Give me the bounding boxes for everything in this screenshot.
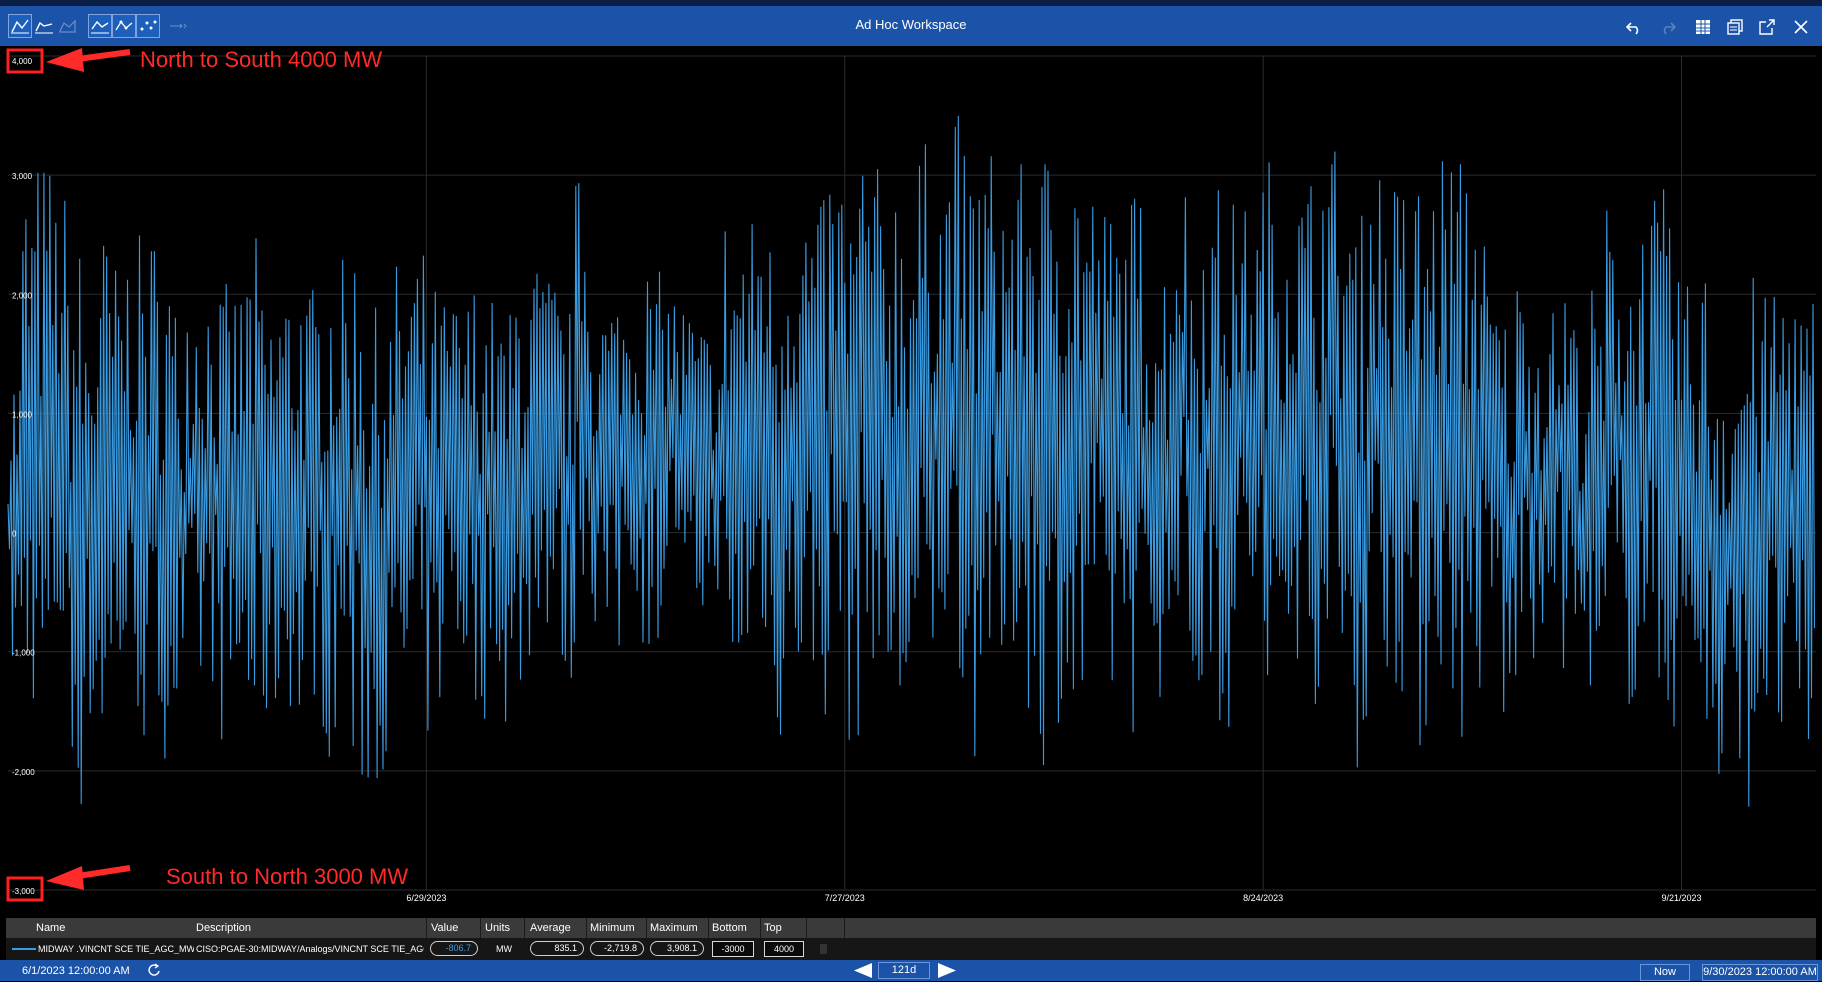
y-tick-label: -2,000 <box>12 768 35 777</box>
y-tick-label: -3,000 <box>12 887 35 896</box>
bottom-arrow-icon <box>46 866 84 890</box>
x-tick-label: 9/21/2023 <box>1661 893 1701 903</box>
series-midway-vincnt[interactable] <box>7 115 1816 807</box>
area-chart-icon[interactable] <box>56 14 80 38</box>
duration-field[interactable]: 121d <box>878 962 930 979</box>
header-maximum[interactable]: Maximum <box>650 922 698 934</box>
header-value[interactable]: Value <box>431 922 459 934</box>
time-navigation-bar: 6/1/2023 12:00:00 AM 121d Now 9/30/2023 … <box>0 960 1822 981</box>
bottom-limit-highlight <box>6 876 44 902</box>
line-points-icon[interactable] <box>112 14 136 38</box>
y-tick-label: 3,000 <box>12 172 33 181</box>
popout-icon[interactable] <box>1756 17 1778 37</box>
start-time[interactable]: 6/1/2023 12:00:00 AM <box>22 965 130 977</box>
row-minimum: -2,719.8 <box>590 941 644 956</box>
chart-area[interactable]: 4,000 3,000 2,000 1,000 0 -1,000 -2,000 -3,000 … <box>0 46 1822 918</box>
line-mode-icon[interactable] <box>88 14 112 38</box>
annotation-bottom: South to North 3000 MW <box>166 864 408 889</box>
y-tick-label: 0 <box>12 530 17 539</box>
x-tick-label: 6/29/2023 <box>406 893 446 903</box>
points-icon[interactable] <box>136 14 160 38</box>
header-average[interactable]: Average <box>530 922 571 934</box>
row-value: -806.7 <box>430 941 478 956</box>
previous-period-icon[interactable] <box>852 962 874 979</box>
trash-icon[interactable] <box>820 944 827 954</box>
row-name: MIDWAY .VINCNT SCE TIE_AGC_MWS_A <box>38 944 194 954</box>
row-average: 835.1 <box>530 941 584 956</box>
close-icon[interactable] <box>1790 17 1812 37</box>
undo-icon[interactable] <box>1624 17 1646 37</box>
row-description: CISO:PGAE-30:MIDWAY/Analogs/VINCNT SCE T… <box>196 944 424 954</box>
layers-icon[interactable] <box>1724 17 1746 37</box>
top-limit-highlight <box>6 48 44 74</box>
bottom-input[interactable]: -3000 <box>712 941 754 957</box>
table-icon[interactable] <box>1692 17 1714 37</box>
y-tick-label: -1,000 <box>12 649 35 658</box>
series-swatch <box>12 948 36 950</box>
line-chart-icon[interactable] <box>8 14 32 38</box>
now-button[interactable]: Now <box>1640 964 1690 981</box>
top-input[interactable]: 4000 <box>764 941 804 957</box>
title-bar: Ad Hoc Workspace <box>0 0 1822 46</box>
row-maximum: 3,908.1 <box>650 941 704 956</box>
y-tick-label: 4,000 <box>12 57 33 66</box>
top-arrow-shaft <box>77 49 131 62</box>
table-row[interactable]: MIDWAY .VINCNT SCE TIE_AGC_MWS_A CISO:PG… <box>6 938 1816 960</box>
header-bottom[interactable]: Bottom <box>712 922 747 934</box>
bottom-arrow-shaft <box>77 865 131 879</box>
row-units: MW <box>496 944 512 954</box>
x-tick-label: 8/24/2023 <box>1243 893 1283 903</box>
refresh-icon[interactable] <box>146 962 162 978</box>
header-units[interactable]: Units <box>485 922 511 934</box>
top-arrow-icon <box>46 48 84 72</box>
y-tick-label: 2,000 <box>12 291 33 300</box>
redo-icon[interactable] <box>1656 17 1678 37</box>
header-name[interactable]: Name <box>36 922 66 934</box>
header-description[interactable]: Description <box>196 922 252 934</box>
header-top[interactable]: Top <box>764 922 782 934</box>
end-time[interactable]: 9/30/2023 12:00:00 AM <box>1702 964 1818 981</box>
header-minimum[interactable]: Minimum <box>590 922 635 934</box>
range-icon[interactable] <box>166 14 190 38</box>
legend-table-header: Name Description Value Units Average Min… <box>6 918 1816 938</box>
window-title: Ad Hoc Workspace <box>855 17 967 32</box>
next-period-icon[interactable] <box>936 962 958 979</box>
trend-chart[interactable]: 4,0003,0002,0001,0000-1,000-2,000-3,000 … <box>0 46 1822 918</box>
series-line <box>7 115 1816 807</box>
x-tick-label: 7/27/2023 <box>825 893 865 903</box>
step-chart-icon[interactable] <box>32 14 56 38</box>
y-tick-label: 1,000 <box>12 410 33 419</box>
annotation-top: North to South 4000 MW <box>140 47 382 72</box>
